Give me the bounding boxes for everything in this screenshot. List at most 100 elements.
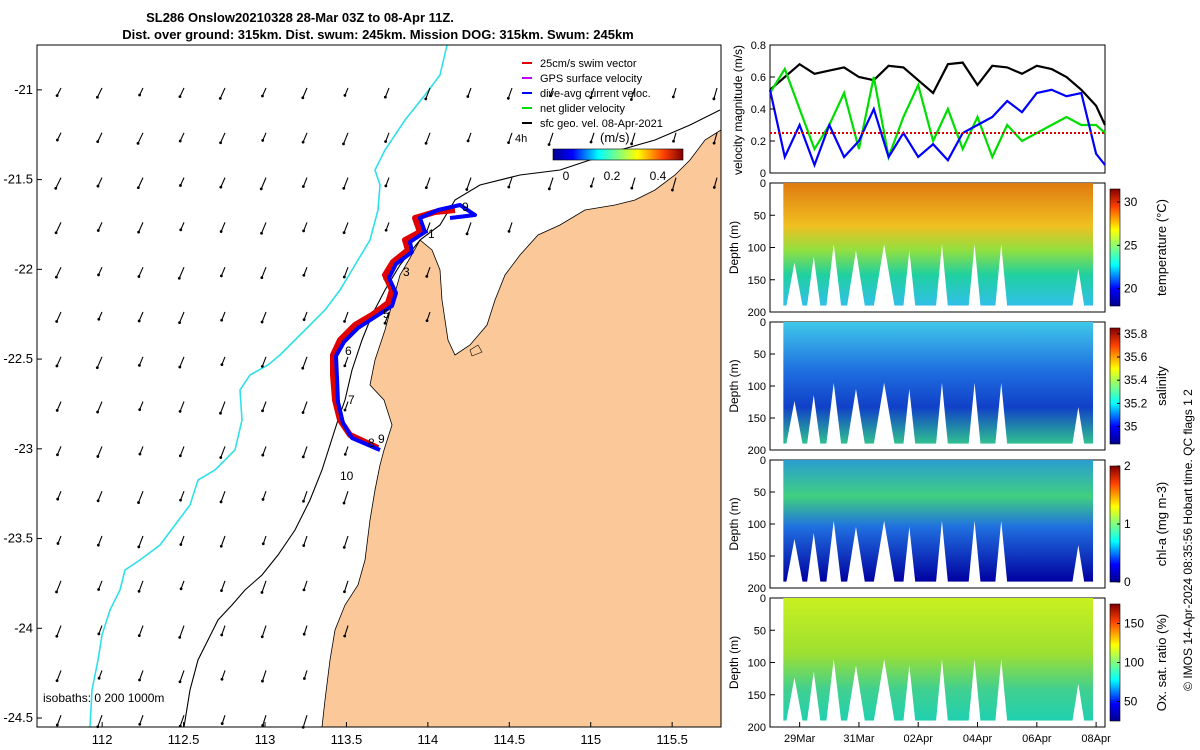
vector-head <box>712 141 716 145</box>
vector-head <box>302 632 306 636</box>
vector-arrow <box>467 132 472 142</box>
profile-gap <box>847 665 865 722</box>
x-tick-label: 113 <box>255 732 276 747</box>
vector-arrow <box>179 87 185 97</box>
x-tick-label: 113.5 <box>331 732 363 747</box>
vector-head <box>466 139 470 143</box>
profile-gap <box>995 382 1008 445</box>
cbar-label: salinity <box>1154 366 1169 406</box>
vector-head <box>261 498 265 501</box>
vector-head <box>630 186 634 190</box>
profile-gap <box>903 250 916 307</box>
vector-head <box>425 319 429 323</box>
vector-head <box>220 633 224 637</box>
velocity-lines <box>768 61 1106 169</box>
vector-arrow <box>713 132 718 144</box>
cbar-tick-label: 20 <box>1124 282 1138 296</box>
vector-head <box>218 96 222 100</box>
vector-head <box>672 139 675 143</box>
vector-head <box>507 141 510 145</box>
vector-arrow <box>507 87 513 99</box>
vector-arrow <box>261 266 267 278</box>
vector-head <box>220 318 224 322</box>
vector-arrow <box>343 267 349 278</box>
vector-arrow <box>138 222 144 233</box>
vector-head <box>343 94 347 97</box>
series-line-black <box>769 61 1106 126</box>
vector-head <box>178 410 182 413</box>
vector-arrow <box>343 491 349 504</box>
vector-head <box>671 188 674 192</box>
cbar-tick-label: 35.4 <box>1124 373 1148 387</box>
vector-head <box>178 454 182 458</box>
x-tick-label: 115.5 <box>656 732 688 747</box>
vector-head <box>507 185 511 189</box>
vector-head <box>138 93 142 97</box>
isobath-1000m <box>183 109 721 728</box>
vector-head <box>178 321 181 325</box>
vector-arrow <box>385 177 390 187</box>
profile-gap <box>1072 545 1085 583</box>
profile-gap <box>968 520 981 583</box>
vector-head <box>301 185 305 188</box>
vector-head <box>219 500 223 504</box>
vector-head <box>220 589 223 593</box>
profile-gap <box>903 665 916 722</box>
vector-arrow <box>97 535 103 546</box>
vector-arrow <box>425 132 431 144</box>
vector-arrow <box>220 132 226 143</box>
vector-arrow <box>138 356 144 366</box>
y-tick-label: 50 <box>754 210 766 222</box>
vector-arrow <box>384 311 390 324</box>
vector-arrow <box>467 87 472 97</box>
vector-head <box>343 408 347 412</box>
vector-arrow <box>97 401 103 413</box>
land-mainland <box>321 129 722 728</box>
cbar-tick-label: 2 <box>1124 459 1131 473</box>
vector-arrow <box>137 132 144 144</box>
y-tick-label: 0 <box>760 317 766 329</box>
vector-head <box>97 632 101 636</box>
vector-head <box>712 186 716 189</box>
y-tick-label: 0 <box>760 168 766 180</box>
vector-arrow <box>138 625 144 636</box>
vector-head <box>138 452 142 456</box>
vector-head <box>302 588 306 592</box>
vector-arrow <box>139 715 144 725</box>
vector-arrow <box>262 446 267 456</box>
section-1: 0 50 100 150 200 Depth (m) 20 25 30 temperature (… <box>727 178 1169 319</box>
vector-arrow <box>179 311 185 323</box>
profile-gap <box>847 526 865 583</box>
y-tick-label: 50 <box>754 349 766 361</box>
profile-gap <box>826 520 842 583</box>
y-tick-label: 150 <box>748 413 766 425</box>
vector-head <box>302 677 306 680</box>
vector-arrow <box>179 401 185 412</box>
y-tick-label: 150 <box>748 551 766 563</box>
vector-head <box>219 544 223 548</box>
vector-head <box>137 545 141 549</box>
vector-head <box>95 366 99 370</box>
vector-arrow <box>179 177 185 186</box>
vector-arrow <box>96 356 103 368</box>
vector-head <box>383 95 387 99</box>
vector-arrow <box>178 266 185 279</box>
vector-arrow <box>138 311 144 322</box>
series-line-blue <box>768 88 1106 169</box>
vector-head <box>220 722 224 725</box>
section-blank <box>1093 323 1104 449</box>
vector-arrow <box>426 267 431 277</box>
day-label: 8 <box>368 436 375 450</box>
vector-arrow <box>426 222 431 233</box>
vector-arrow <box>180 580 185 590</box>
vector-arrow <box>302 87 308 98</box>
velocity-panel: 0 0.2 0.4 0.6 0.8 velocity magnitude (m/s) <box>731 40 1106 180</box>
y-tick-label: 0 <box>760 593 766 605</box>
vector-head <box>56 542 60 545</box>
map-x-axis: 112 112.5 113 113.5 114 114.5 115 115.5 <box>92 722 688 747</box>
vector-arrow <box>56 311 62 322</box>
vector-head <box>260 635 264 639</box>
cbar-tick-label: 35.6 <box>1124 350 1148 364</box>
vector-arrow <box>97 222 103 231</box>
